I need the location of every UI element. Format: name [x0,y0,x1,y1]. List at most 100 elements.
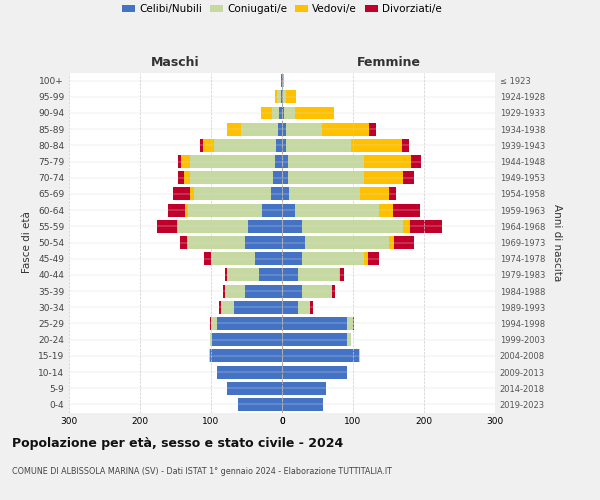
Bar [188,236,245,249]
Bar [274,172,282,184]
Bar [310,301,313,314]
Bar [211,252,255,265]
Bar [204,252,211,265]
Bar [157,220,177,233]
Bar [282,236,305,249]
Bar [364,252,368,265]
Legend: Celibi/Nubili, Coniugati/e, Vedovi/e, Divorziati/e: Celibi/Nubili, Coniugati/e, Vedovi/e, Di… [118,0,446,18]
Bar [282,366,347,378]
Bar [340,268,344,281]
Bar [203,139,214,152]
Bar [211,317,217,330]
Bar [332,284,335,298]
Bar [403,220,410,233]
Bar [282,268,298,281]
Bar [284,106,295,120]
Bar [403,172,414,184]
Text: COMUNE DI ALBISSOLA MARINA (SV) - Dati ISTAT 1° gennaio 2024 - Elaborazione TUTT: COMUNE DI ALBISSOLA MARINA (SV) - Dati I… [12,468,392,476]
Bar [282,139,286,152]
Bar [287,172,364,184]
Bar [282,284,302,298]
Bar [351,139,402,152]
Bar [225,268,227,281]
Bar [282,122,286,136]
Bar [302,284,332,298]
Bar [185,204,188,216]
Bar [238,398,282,411]
Bar [219,301,221,314]
Y-axis label: Anni di nascita: Anni di nascita [552,204,562,281]
Bar [178,172,184,184]
Bar [194,188,271,200]
Title: Femmine: Femmine [356,56,421,68]
Bar [379,204,393,216]
Bar [282,106,284,120]
Bar [227,122,241,136]
Bar [178,220,248,233]
Bar [282,204,295,216]
Bar [187,236,188,249]
Bar [302,252,364,265]
Bar [282,382,326,394]
Bar [282,252,302,265]
Bar [173,188,190,200]
Bar [278,122,282,136]
Bar [347,317,353,330]
Bar [277,139,282,152]
Bar [368,252,379,265]
Bar [302,220,403,233]
Bar [223,284,225,298]
Bar [347,333,351,346]
Bar [277,90,281,104]
Bar [279,106,282,120]
Bar [360,188,389,200]
Bar [255,252,282,265]
Bar [212,333,282,346]
Bar [272,106,279,120]
Bar [177,220,178,233]
Bar [259,268,282,281]
Bar [282,350,359,362]
Bar [287,155,364,168]
Bar [389,236,394,249]
Bar [282,155,287,168]
Text: Popolazione per età, sesso e stato civile - 2024: Popolazione per età, sesso e stato civil… [12,438,343,450]
Bar [282,172,287,184]
Bar [245,284,282,298]
Bar [167,204,185,216]
Bar [248,220,282,233]
Bar [283,74,284,87]
Bar [210,333,212,346]
Bar [283,90,286,104]
Bar [389,188,395,200]
Bar [359,350,360,362]
Bar [281,90,282,104]
Bar [295,204,379,216]
Bar [305,236,389,249]
Bar [200,139,203,152]
Bar [339,268,340,281]
Bar [180,236,187,249]
Bar [289,188,360,200]
Bar [410,220,442,233]
Bar [241,122,278,136]
Bar [227,268,259,281]
Bar [190,188,194,200]
Bar [364,155,410,168]
Y-axis label: Fasce di età: Fasce di età [22,212,32,274]
Bar [353,317,354,330]
Bar [221,301,234,314]
Bar [282,74,283,87]
Bar [184,172,190,184]
Bar [282,90,283,104]
Bar [262,106,272,120]
Bar [394,236,414,249]
Bar [286,139,351,152]
Bar [262,204,282,216]
Bar [209,350,282,362]
Bar [209,317,211,330]
Bar [281,74,282,87]
Bar [322,122,368,136]
Bar [282,220,302,233]
Bar [282,398,323,411]
